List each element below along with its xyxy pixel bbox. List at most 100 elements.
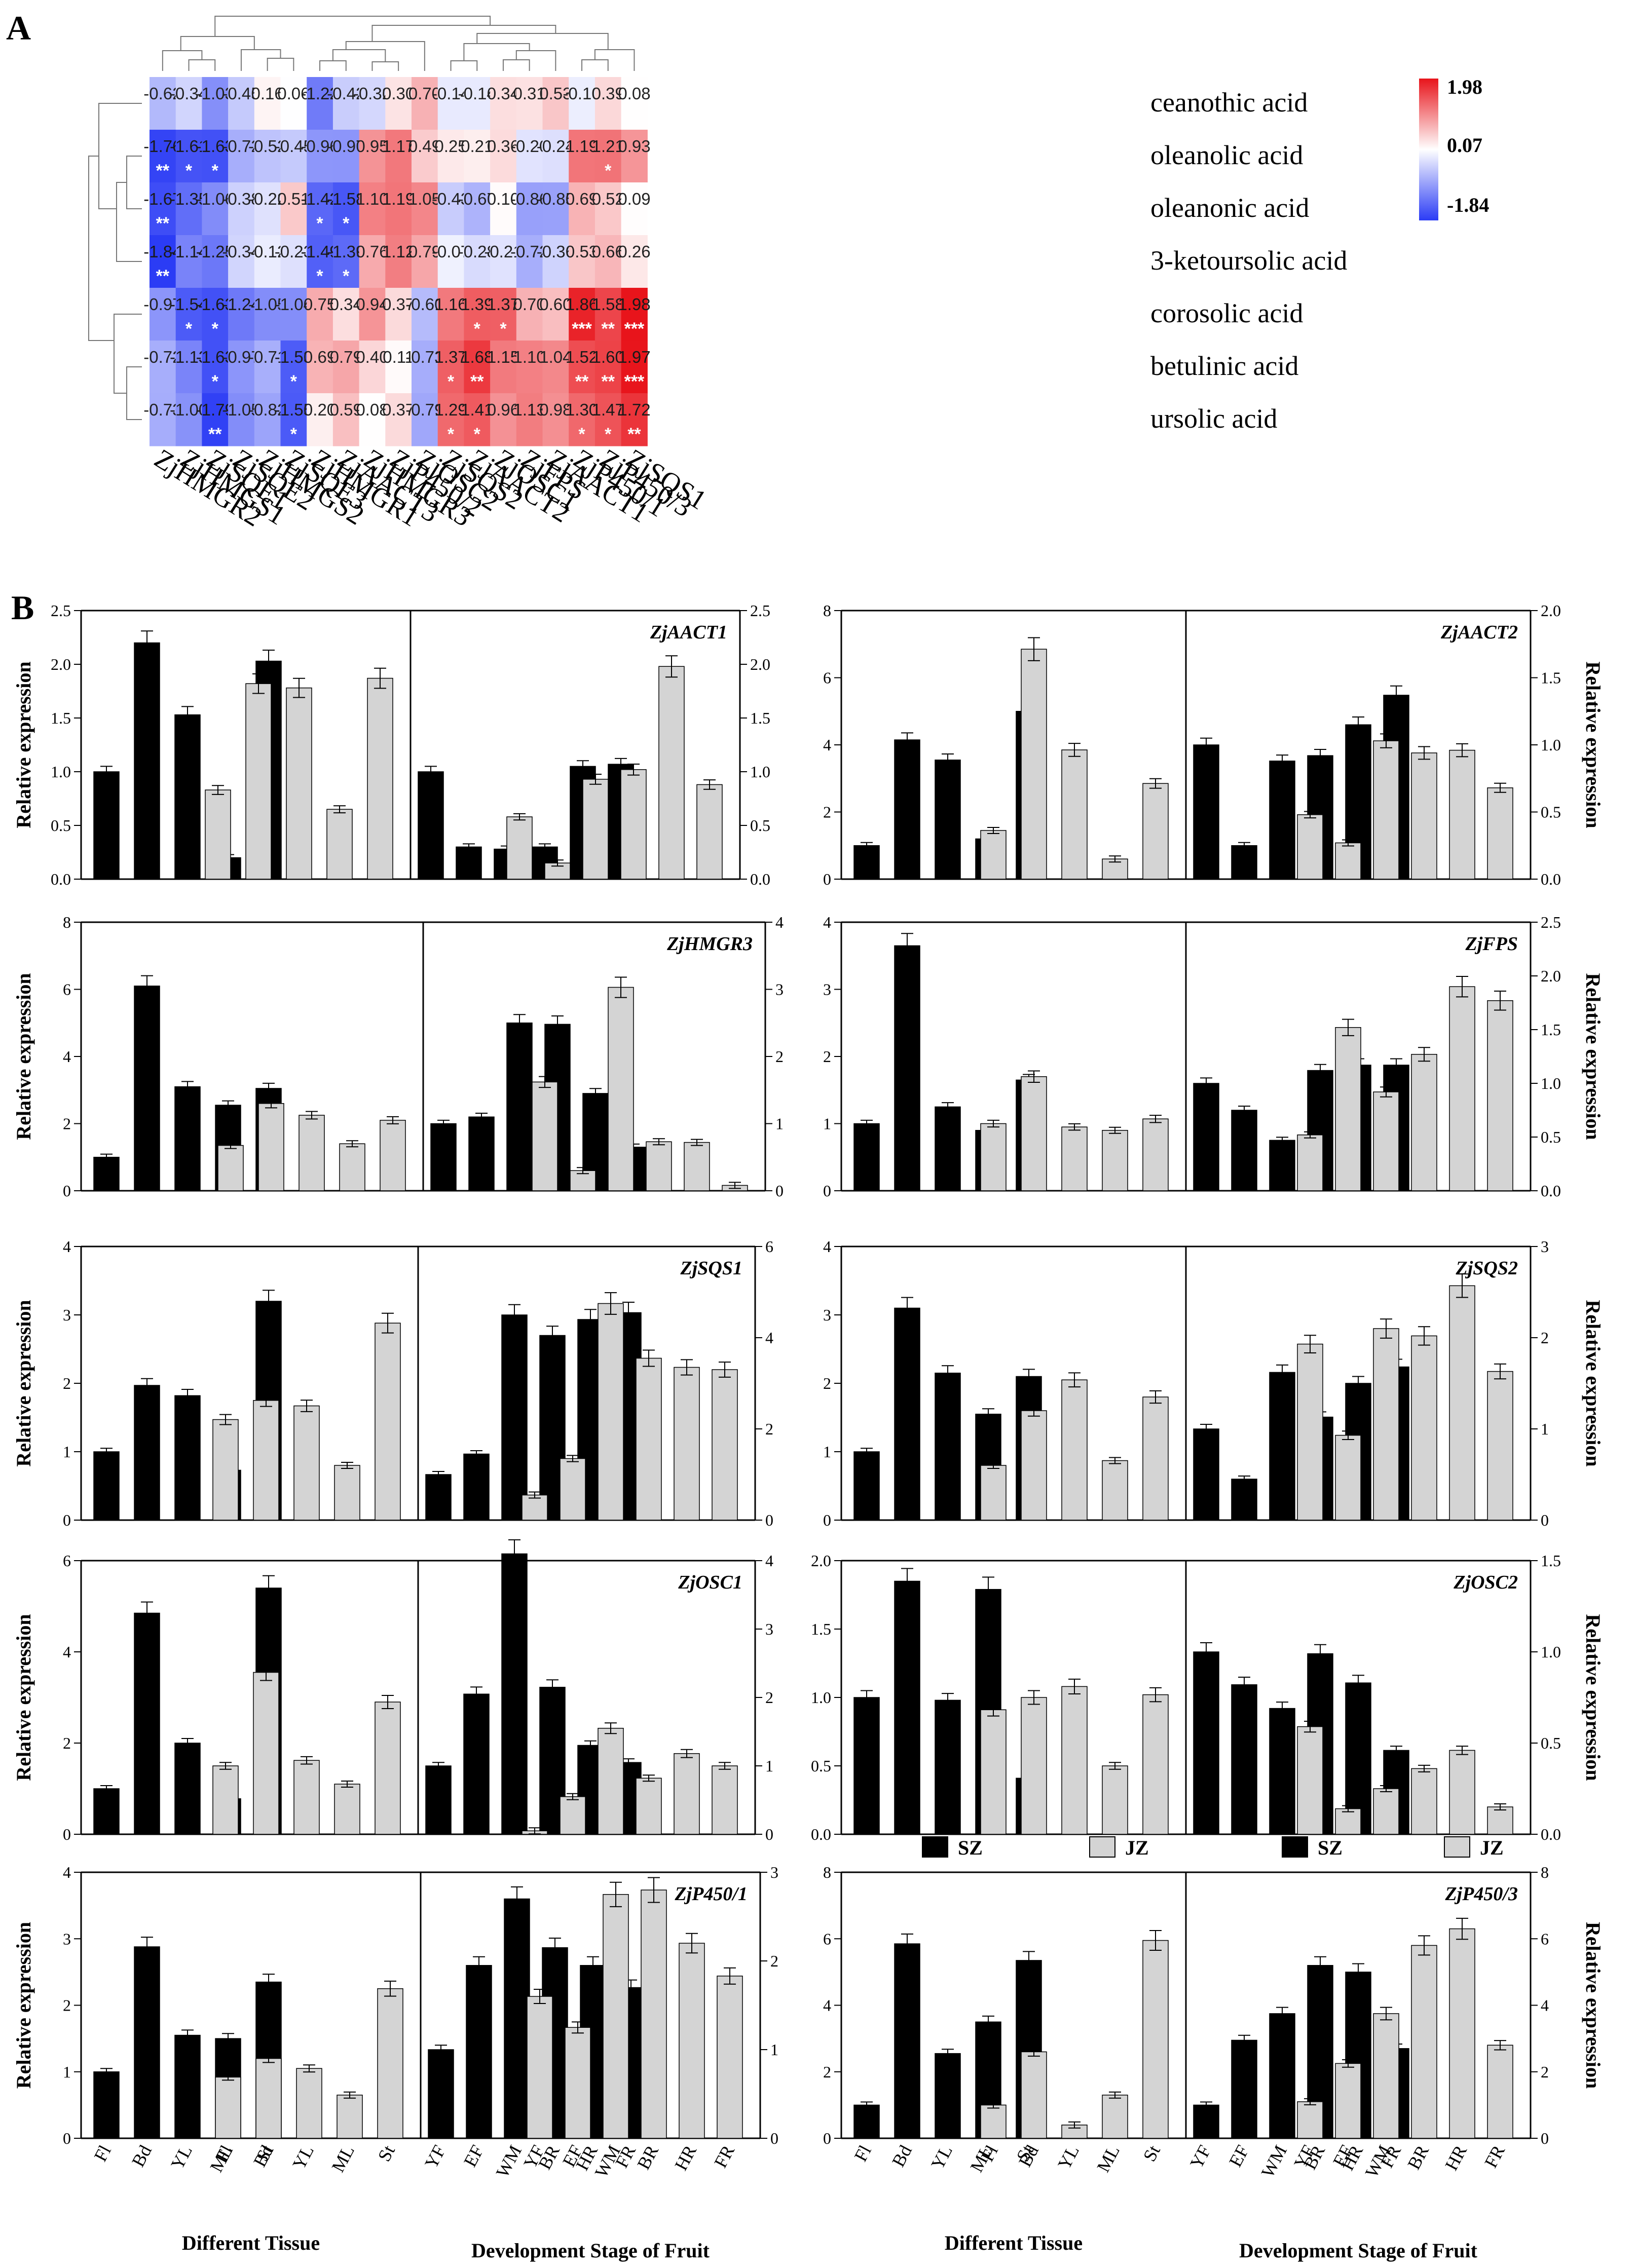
sz-stage-bar xyxy=(1231,845,1257,880)
heatmap-value-label: 0.37 xyxy=(382,295,415,314)
jz-tissue-bar xyxy=(258,1103,284,1191)
heatmap-cell xyxy=(569,182,595,236)
right-tick-label: 0.5 xyxy=(1541,1128,1561,1146)
jz-legend-label: JZ xyxy=(1125,1836,1149,1859)
heatmap-value-label: -1.25 xyxy=(196,242,234,261)
heatmap-cell xyxy=(621,341,648,394)
bar-panel-zjosc1: ZjOSC1 0 2 4 6 0 1 2 3 4 Relative expression xyxy=(12,1539,773,1843)
sz-tissue-bar xyxy=(853,845,880,880)
right-tick-label: 0 xyxy=(765,1511,773,1529)
heatmap-value-label: -0.97 xyxy=(327,137,365,156)
column-dendrogram-branch xyxy=(319,60,347,71)
jz-tissue-bar xyxy=(205,789,231,880)
heatmap-value-label: -1.05 xyxy=(248,295,286,314)
heatmap-value-label: -1.00 xyxy=(170,400,208,419)
heatmap-cell xyxy=(307,130,333,183)
heatmap-cell xyxy=(594,77,622,130)
significance-star: *** xyxy=(624,372,645,391)
error-bar xyxy=(1023,1951,1035,1970)
heatmap-cell xyxy=(359,393,386,446)
column-dendrogram-branch xyxy=(180,36,255,51)
heatmap-value-label: -0.52 xyxy=(248,137,286,156)
heatmap-value-label: 0.94 xyxy=(356,295,388,314)
error-bar xyxy=(1304,1335,1316,1353)
heatmap-cell xyxy=(150,393,176,446)
sz-stage-bar xyxy=(428,2049,454,2139)
heatmap-value-label: 0.31 xyxy=(513,84,546,103)
column-dendrogram-branch xyxy=(371,61,399,71)
sz-stage-bar xyxy=(456,846,482,880)
heatmap-cell xyxy=(490,182,517,236)
heatmap-cell xyxy=(332,77,360,130)
error-bar xyxy=(293,677,305,698)
heatmap-value-label: 0.59 xyxy=(330,400,362,419)
x-category-label: YF xyxy=(421,2142,450,2172)
sz-tissue-bar xyxy=(935,1699,961,1835)
error-bar xyxy=(1456,976,1468,998)
jz-stage-bar xyxy=(522,1494,548,1521)
column-dendrogram-branch xyxy=(332,49,386,62)
heatmap-cell xyxy=(594,130,622,183)
error-bar xyxy=(987,1703,999,1717)
sz-stage-bar xyxy=(1231,1479,1257,1521)
heatmap-cell xyxy=(175,341,202,394)
jz-tissue-bar xyxy=(1021,1076,1047,1191)
error-bar xyxy=(577,1167,589,1175)
y-axis-label-left: Relative expression xyxy=(12,1614,35,1781)
left-tick-label: 2 xyxy=(823,1047,831,1066)
sz-stage-bar xyxy=(418,771,444,880)
heatmap-value-label: -1.76 xyxy=(143,137,181,156)
left-tick-label: 6 xyxy=(823,669,831,687)
heatmap-cell xyxy=(412,288,438,341)
jz-stage-bar xyxy=(1297,1343,1323,1521)
column-dendrogram-branch xyxy=(371,25,556,42)
error-bar xyxy=(1494,1803,1506,1810)
jz-tissue-bar xyxy=(293,1760,320,1835)
right-tick-label: 4 xyxy=(1541,1996,1549,2015)
heatmap-cell xyxy=(228,77,255,130)
sz-tissue-bar xyxy=(935,2053,961,2139)
heatmap-cell xyxy=(412,235,438,288)
x-category-label: YF xyxy=(1186,2142,1215,2172)
jz-tissue-bar xyxy=(1102,1765,1128,1835)
heatmap-value-label: 1.97 xyxy=(618,348,650,366)
heatmap-value-label: 0.70 xyxy=(513,295,546,314)
bar-panel-zjaact2: ZjAACT2 0 2 4 6 8 0.0 0.5 1.0 1.5 2.0 Relative expr… xyxy=(823,601,1605,888)
sz-stage-bar xyxy=(430,1123,457,1191)
error-bar xyxy=(1068,2121,1081,2129)
heatmap-cell xyxy=(594,341,622,394)
column-dendrogram-branch xyxy=(240,49,281,71)
legends: SZ JZ SZ JZ xyxy=(922,1836,1504,1859)
jz-tissue-bar xyxy=(980,830,1007,880)
heatmap-value-label: 0.96 xyxy=(487,400,519,419)
jz-stage-bar xyxy=(532,1081,558,1191)
sz-stage-bar xyxy=(463,1693,490,1835)
jz-tissue-bar xyxy=(980,1465,1007,1521)
heatmap-cell xyxy=(569,130,595,183)
y-axis-label-left: Relative expression xyxy=(12,1922,35,2089)
heatmap-value-label: 1.47 xyxy=(592,400,624,419)
sz-stage-bar xyxy=(506,1023,533,1191)
heatmap-value-label: -1.63 xyxy=(196,137,234,156)
error-bar xyxy=(1200,1424,1212,1434)
error-bar xyxy=(181,1389,194,1403)
heatmap-cell xyxy=(150,77,176,130)
error-bar xyxy=(605,1722,617,1734)
x-category-label: YL xyxy=(288,2142,318,2173)
heatmap-value-label: 0.11 xyxy=(383,348,414,366)
left-tick-label: 0.5 xyxy=(51,816,71,835)
heatmap-cell xyxy=(228,182,255,236)
jz-tissue-bar xyxy=(1021,1410,1047,1521)
heatmap-cell xyxy=(621,77,648,130)
error-bar xyxy=(942,1102,954,1112)
error-bar xyxy=(861,1690,873,1705)
jz-stage-bar xyxy=(712,1765,738,1835)
error-bar xyxy=(181,1738,194,1748)
gene-title: ZjAACT1 xyxy=(650,622,727,643)
heatmap-value-label: 0.20 xyxy=(304,400,336,419)
jz-stage-bar xyxy=(1335,1027,1361,1191)
x-category-label: Bd xyxy=(249,2142,277,2170)
jz-legend-label: JZ xyxy=(1480,1836,1504,1859)
right-tick-label: 4 xyxy=(765,1329,773,1347)
heatmap-cell xyxy=(621,288,648,341)
